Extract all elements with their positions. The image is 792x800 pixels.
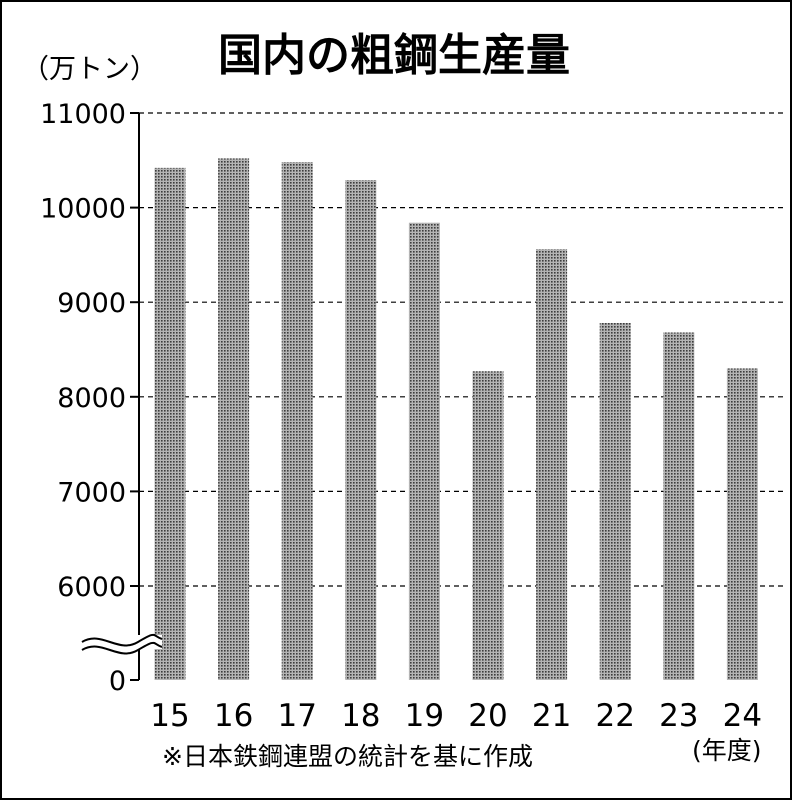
x-tick-label: 22 xyxy=(595,698,634,734)
x-axis-unit-label: (年度) xyxy=(692,736,762,765)
bar-15 xyxy=(154,167,186,681)
y-tick-label: 7000 xyxy=(57,477,126,508)
bar-18 xyxy=(345,180,377,680)
source-note: ※日本鉄鋼連盟の統計を基に作成 xyxy=(162,742,533,771)
bars xyxy=(154,158,758,681)
y-tick-label: 9000 xyxy=(57,288,126,319)
x-tick-labels: 15 16 17 18 19 20 21 22 23 24 xyxy=(150,698,762,734)
y-tick-label: 11000 xyxy=(40,99,126,130)
y-tick-label: 6000 xyxy=(57,572,126,603)
axes xyxy=(81,112,163,681)
bar-16 xyxy=(218,158,250,680)
bar-20 xyxy=(472,371,504,680)
axis-break-mark xyxy=(81,633,163,655)
x-tick-label: 19 xyxy=(405,698,444,734)
y-tick-label: 0 xyxy=(109,666,126,697)
x-tick-label: 24 xyxy=(723,698,762,734)
y-tick-label: 8000 xyxy=(57,383,126,414)
bar-17 xyxy=(281,162,313,680)
x-tick-label: 21 xyxy=(532,698,571,734)
bar-21 xyxy=(536,249,568,680)
y-axis-unit-label: （万トン） xyxy=(22,54,157,85)
x-tick-label: 16 xyxy=(214,698,253,734)
x-tick-label: 20 xyxy=(468,698,507,734)
bar-24 xyxy=(726,368,758,680)
y-tick-label: 10000 xyxy=(40,194,126,225)
chart-title: 国内の粗鋼生産量 xyxy=(218,30,570,81)
bar-23 xyxy=(663,332,695,680)
bar-19 xyxy=(408,222,440,680)
x-tick-label: 18 xyxy=(341,698,380,734)
bar-22 xyxy=(599,323,631,680)
x-tick-label: 17 xyxy=(277,698,316,734)
x-tick-label: 23 xyxy=(659,698,698,734)
y-tick-labels: 0 6000 7000 8000 9000 10000 11000 xyxy=(40,99,126,697)
x-tick-label: 15 xyxy=(150,698,189,734)
